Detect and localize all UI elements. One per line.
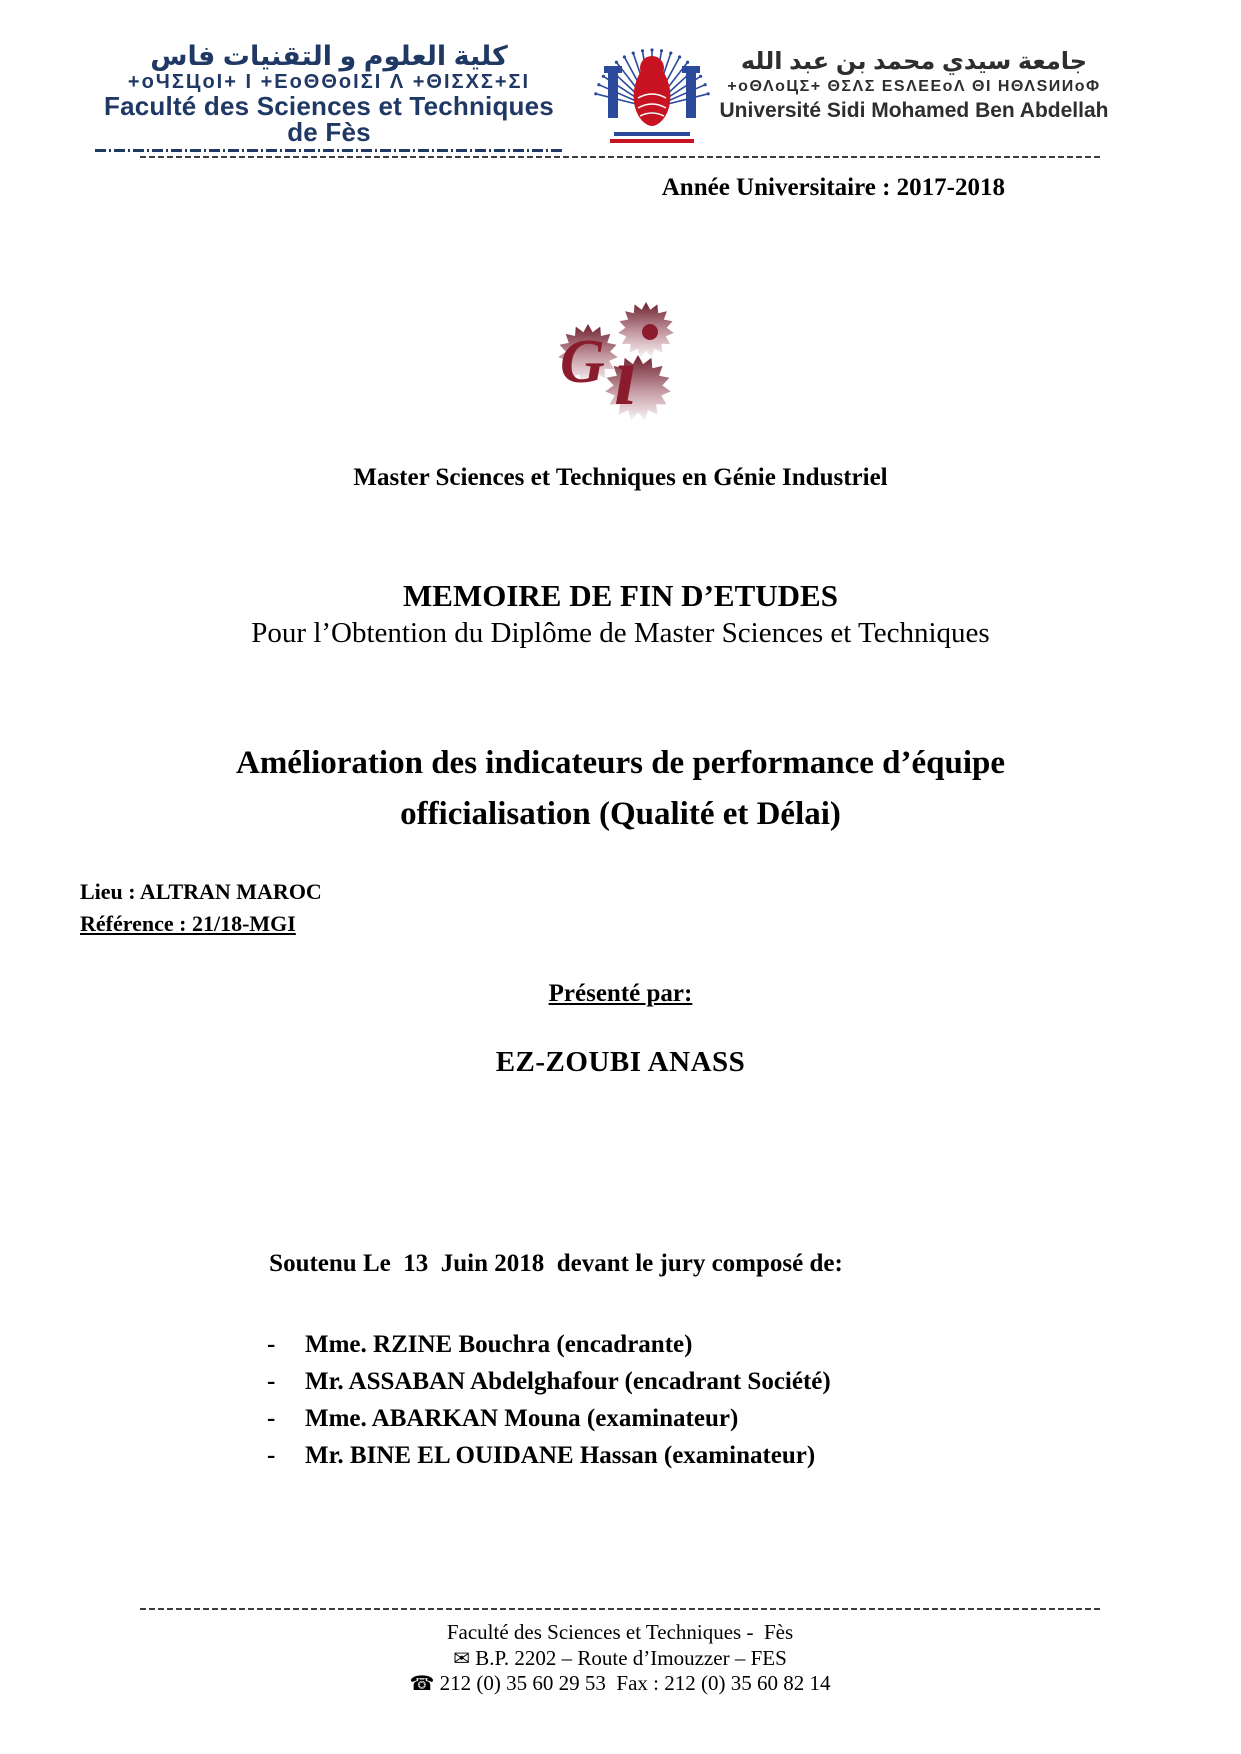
reference-line: Référence : 21/18-MGI [80,910,296,936]
thesis-title-line1: Amélioration des indicateurs de performa… [235,745,1005,781]
footer-address-line: ✉ B.P. 2202 – Route d’Imouzzer – FES [453,1645,787,1670]
faculty-name-tifinagh: +oЧΣЦoI+ I +ЕoΘΘoIΣI Λ +ΘIΣXΣ+ΣI [127,71,531,94]
list-dash: - [267,1331,276,1358]
jury-member-row: - Mr. BINE EL OUIDANE Hassan (examinateu… [267,1437,831,1474]
jury-member-row: - Mr. ASSABAN Abdelghafour (encadrant So… [267,1363,831,1400]
footer-block: Faculté des Sciences et Techniques - Fès… [30,1620,1210,1697]
university-name-tifinagh: +oΘΛoЦΣ+ ΘΣΛΣ ЕSΛЕЕoΛ ΘI ΗΘΛSИИoΦ [727,78,1101,96]
letter-g: G [560,328,605,396]
memoire-subtitle: Pour l’Obtention du Diplôme de Master Sc… [251,617,990,649]
author-name: EZ-ZOUBI ANASS [495,1046,746,1078]
phone-icon: ☎ [409,1673,435,1696]
place-block: Lieu : ALTRAN MAROC Référence : 21/18-MG… [80,876,322,940]
jury-member-row: - Mme. RZINE Bouchra (encadrante) [267,1326,831,1363]
letter-i: ı [614,330,637,423]
university-header-block: جامعة سيدي محمد بن عبد الله +oΘΛoЦΣ+ ΘΣΛ… [718,46,1110,123]
defense-intro-line: Soutenu Le 13 Juin 2018 devant le jury c… [269,1250,843,1277]
list-dash: - [267,1368,276,1395]
jury-member-row: - Mme. ABARKAN Mouna (examinateur) [267,1400,831,1437]
faculty-name-arabic: كلية العلوم و التقنيات فاس [150,41,508,71]
memoire-title: MEMOIRE DE FIN D’ETUDES [403,578,838,613]
jury-member: Mr. BINE EL OUIDANE Hassan (examinateur) [305,1442,816,1469]
university-emblem-icon [588,20,716,154]
presented-by-label: Présenté par: [548,980,693,1007]
list-dash: - [267,1405,276,1432]
location-line: Lieu : ALTRAN MAROC [80,879,322,904]
footer-divider [140,1608,1102,1610]
thesis-title-line2: officialisation (Qualité et Délai) [400,796,841,833]
footer-phone-line: ☎ 212 (0) 35 60 29 53 Fax : 212 (0) 35 6… [409,1671,831,1696]
jury-member: Mme. ABARKAN Mouna (examinateur) [305,1405,739,1432]
footer-faculty-line: Faculté des Sciences et Techniques - Fès [446,1620,794,1644]
university-name-arabic: جامعة سيدي محمد بن عبد الله [740,48,1088,75]
faculty-name-french: Faculté des Sciences et Techniques de Fè… [104,91,554,148]
list-dash: - [267,1442,276,1469]
university-name-french: Université Sidi Mohamed Ben Abdellah [719,98,1109,122]
envelope-icon: ✉ [453,1647,471,1670]
jury-list: - Mme. RZINE Bouchra (encadrante) - Mr. … [267,1326,831,1474]
faculty-decorative-dashes [95,149,563,153]
jury-member: Mme. RZINE Bouchra (encadrante) [305,1331,693,1358]
thesis-title: Amélioration des indicateurs de performa… [60,738,1181,840]
master-program-line: Master Sciences et Techniques en Génie I… [353,464,888,491]
genie-industriel-logo-icon: G ı [552,298,688,432]
header-divider [140,156,1102,158]
academic-year: Année Universitaire : 2017-2018 [661,174,1005,201]
i-dot [642,324,658,340]
jury-member: Mr. ASSABAN Abdelghafour (encadrant Soci… [305,1368,831,1395]
faculty-header-block: كلية العلوم و التقنيات فاس +oЧΣЦoI+ I +Е… [95,40,563,153]
